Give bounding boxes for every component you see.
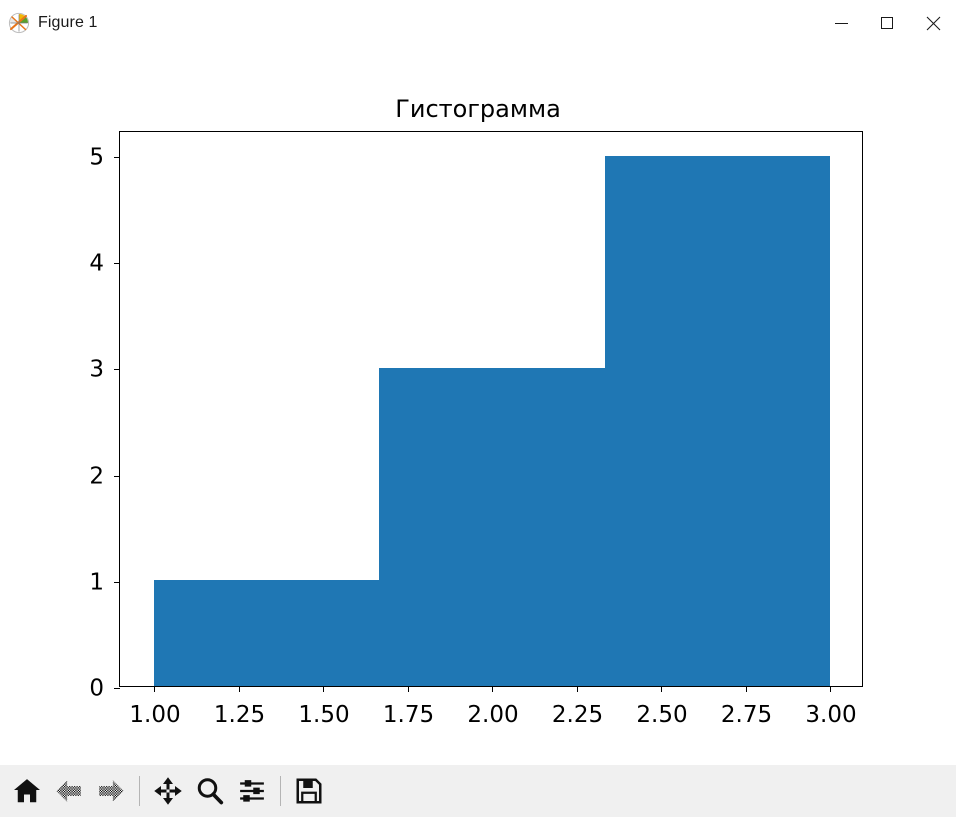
y-tick-label: 2 <box>89 463 104 490</box>
toolbar-separator <box>280 776 281 806</box>
minimize-button[interactable] <box>818 0 864 46</box>
navigation-toolbar <box>0 765 956 817</box>
x-tick-label: 2.00 <box>467 702 519 728</box>
x-tick-label: 3.00 <box>805 702 857 728</box>
x-tick-label: 1.25 <box>213 702 266 728</box>
move-arrows-icon <box>154 777 182 805</box>
y-tick-label: 5 <box>89 144 104 171</box>
maximize-icon <box>881 17 893 29</box>
save-button[interactable] <box>288 769 330 813</box>
x-tick-label: 2.75 <box>720 702 773 728</box>
sliders-icon <box>240 780 264 802</box>
maximize-button[interactable] <box>864 0 910 46</box>
histogram-bar <box>379 368 605 686</box>
histogram-bar <box>153 580 380 686</box>
window-title: Figure 1 <box>38 14 98 31</box>
floppy-disk-icon <box>296 778 322 804</box>
y-tick-label: 0 <box>89 675 104 702</box>
x-tick-label: 1.75 <box>382 702 435 728</box>
subplots-button[interactable] <box>231 769 273 813</box>
pan-button[interactable] <box>147 769 189 813</box>
toolbar-separator <box>139 776 140 806</box>
histogram-bar <box>604 156 831 686</box>
home-button[interactable] <box>6 769 48 813</box>
window-titlebar: Figure 1 <box>0 0 956 47</box>
plot-axes[interactable]: 0 1 2 3 4 5 1.00 1.25 1.50 1.75 2.00 2.2… <box>89 131 863 727</box>
x-tick-label: 2.25 <box>551 702 604 728</box>
matplotlib-logo-icon <box>8 12 30 34</box>
x-tick-label: 1.50 <box>298 702 350 728</box>
minimize-icon <box>834 22 848 24</box>
y-tick-label: 1 <box>89 569 104 596</box>
figure-canvas[interactable]: Гистограмма 0 1 2 3 4 5 1.00 1.25 1 <box>0 47 956 765</box>
window-controls <box>818 0 956 46</box>
back-button[interactable] <box>48 769 90 813</box>
x-tick-label: 1.00 <box>129 702 181 728</box>
zoom-button[interactable] <box>189 769 231 813</box>
plot-area <box>120 132 862 686</box>
y-tick-label: 3 <box>89 356 104 383</box>
chart-title: Гистограмма <box>395 95 561 123</box>
close-button[interactable] <box>910 0 956 46</box>
magnifier-icon <box>197 778 224 805</box>
forward-button[interactable] <box>90 769 132 813</box>
x-tick-label: 2.50 <box>636 702 688 728</box>
arrow-right-icon <box>99 780 124 802</box>
close-icon <box>926 16 940 30</box>
y-tick-label: 4 <box>89 250 104 277</box>
arrow-left-icon <box>56 780 81 802</box>
home-icon <box>14 779 40 803</box>
